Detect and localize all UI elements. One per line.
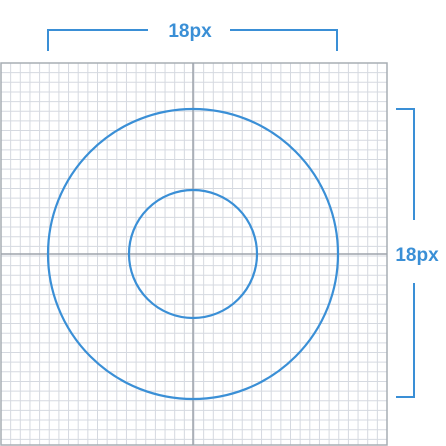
inner-circle: [127, 188, 259, 320]
width-bracket-right: [230, 29, 338, 51]
width-label: 18px: [168, 21, 212, 42]
height-bracket-bottom: [396, 283, 415, 398]
width-bracket-left: [47, 29, 148, 51]
height-bracket-top: [396, 108, 415, 220]
height-label: 18px: [395, 245, 439, 266]
outer-circle: [46, 107, 340, 401]
